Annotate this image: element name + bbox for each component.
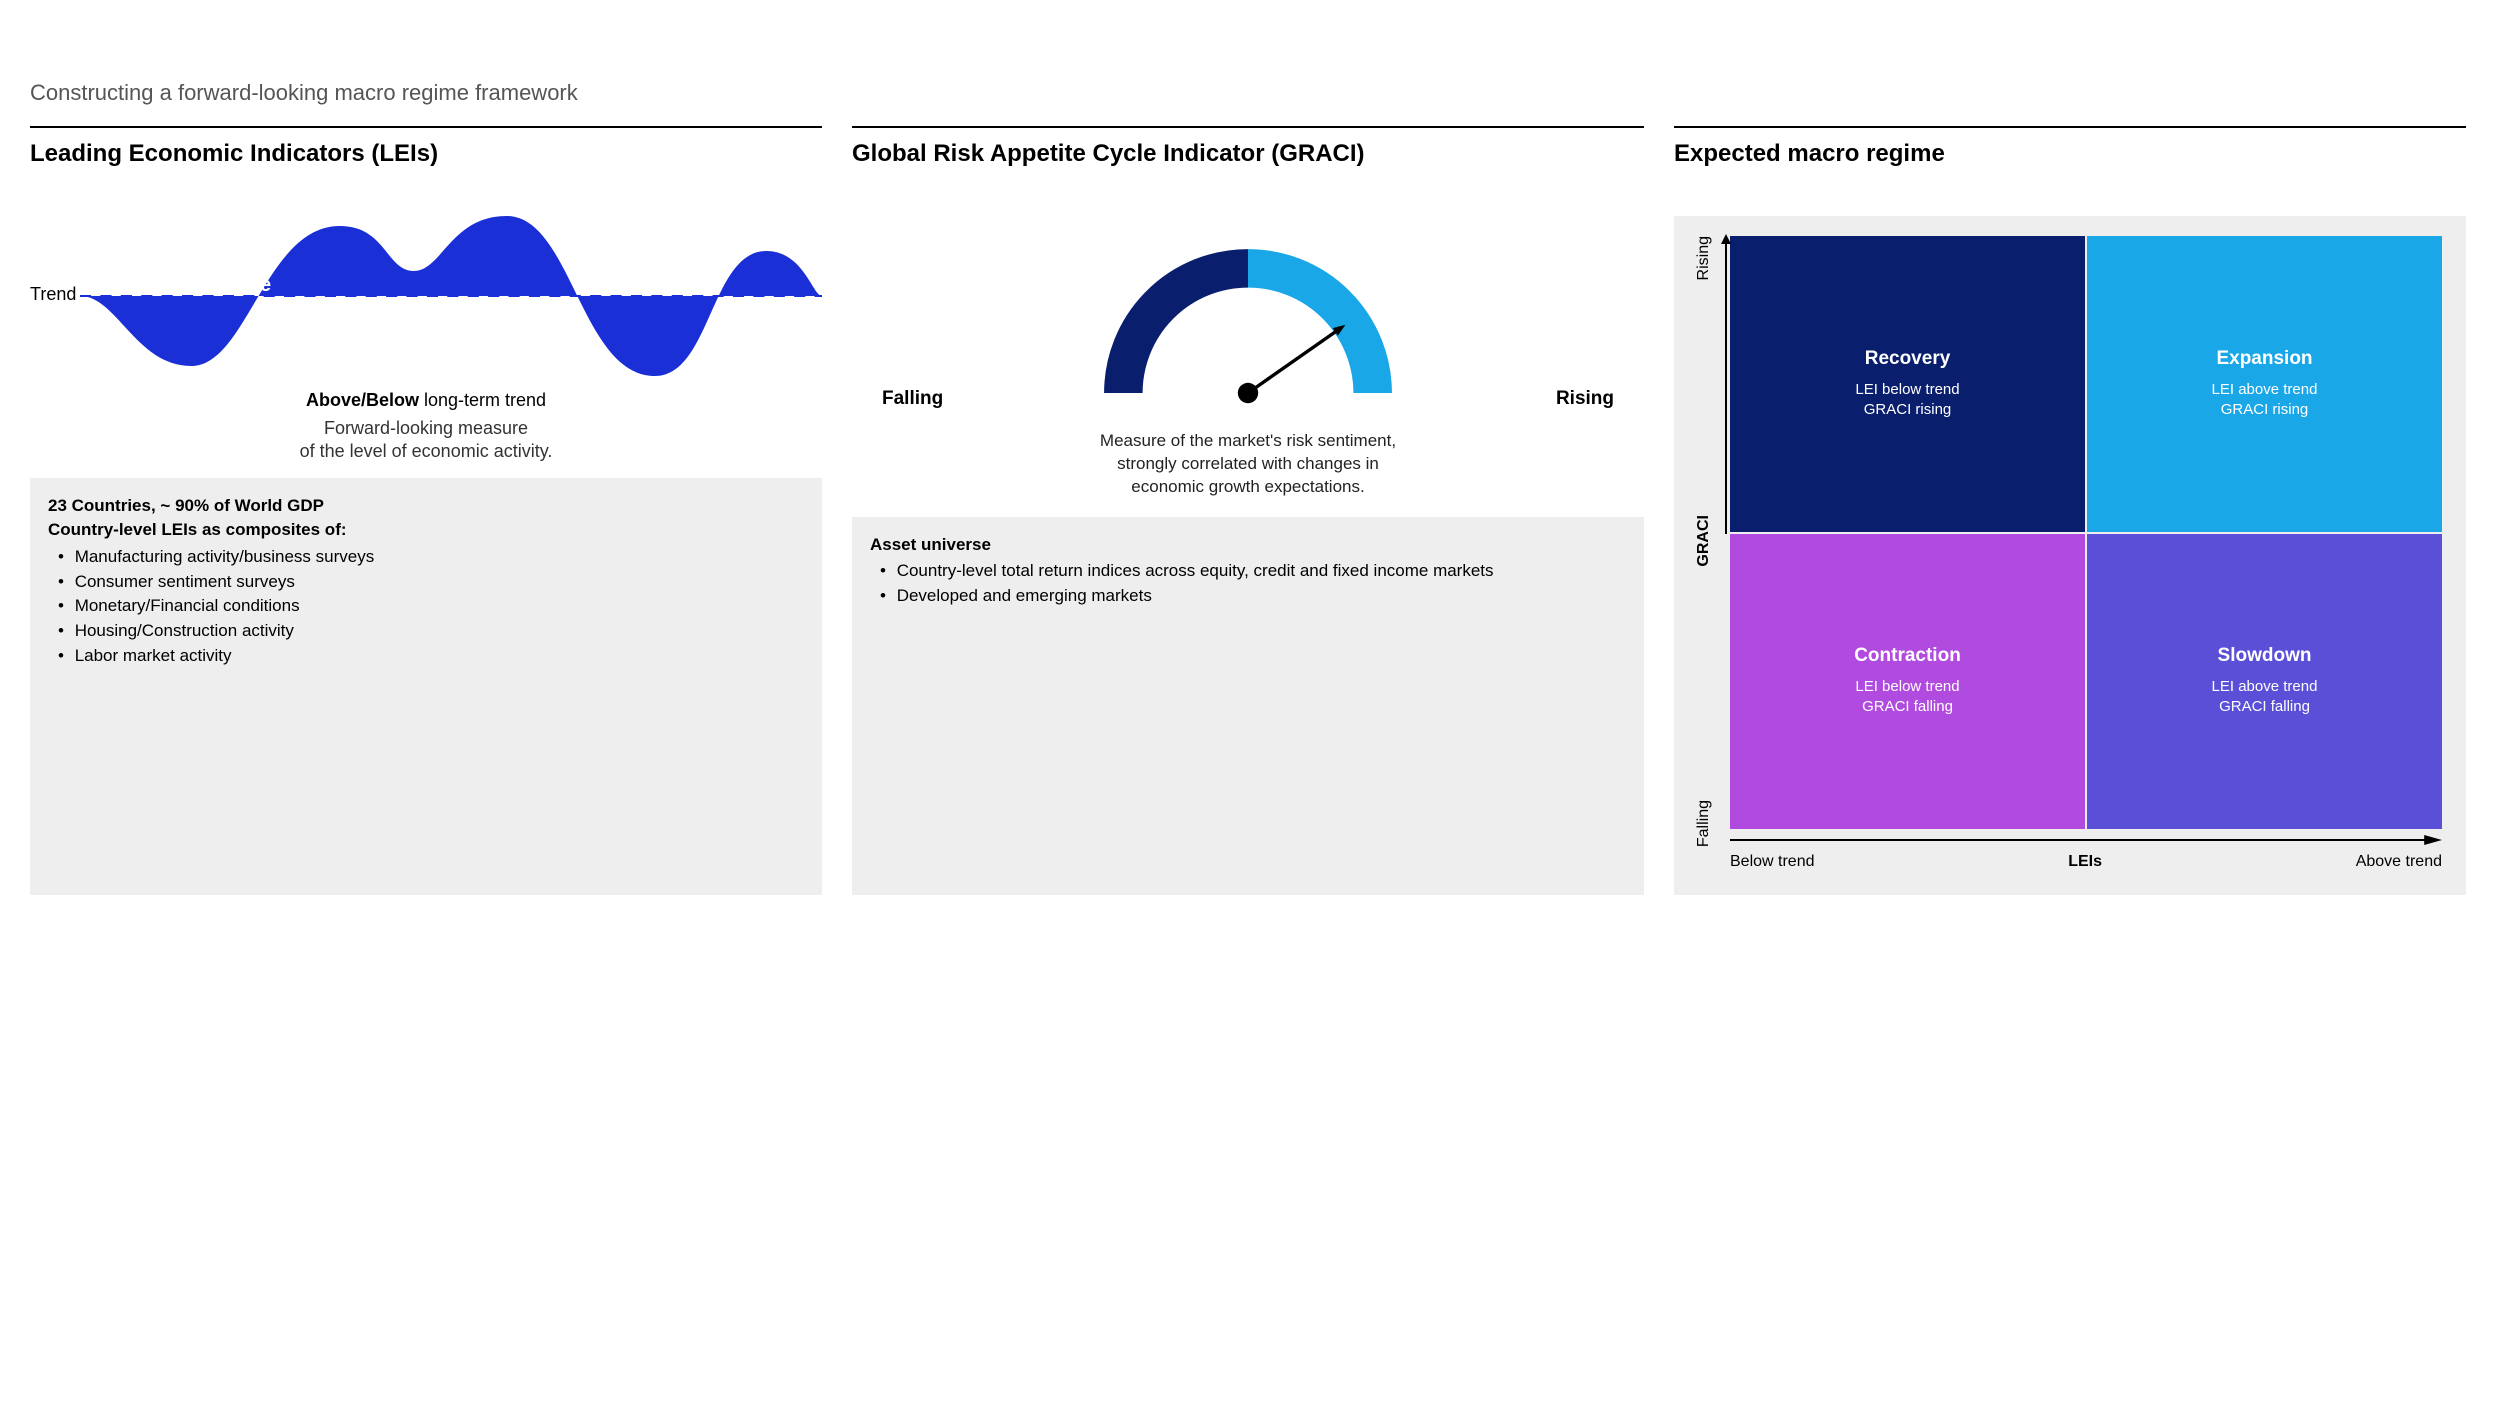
lei-bullet: Consumer sentiment surveys: [58, 570, 804, 595]
lei-bullet: Housing/Construction activity: [58, 619, 804, 644]
quad-line1: LEI below trend: [1855, 380, 1959, 400]
x-right-label: Above trend: [2356, 853, 2442, 871]
y-axis-arrow-icon: [1720, 234, 1732, 534]
quad-line2: GRACI rising: [2221, 400, 2309, 420]
quad-title: Expansion: [2216, 348, 2312, 370]
x-axis-labels: Below trend LEIs Above trend: [1730, 853, 2442, 871]
regime-title: Expected macro regime: [1674, 140, 2466, 200]
graci-title: Global Risk Appetite Cycle Indicator (GR…: [852, 140, 1644, 200]
lei-bullet: Monetary/Financial conditions: [58, 594, 804, 619]
lei-details-box: 23 Countries, ~ 90% of World GDP Country…: [30, 478, 822, 896]
quadrant-expansion: Expansion LEI above trend GRACI rising: [2087, 236, 2442, 532]
quadrant-contraction: Contraction LEI below trend GRACI fallin…: [1730, 534, 2085, 830]
quad-line1: LEI above trend: [2212, 677, 2318, 697]
graci-desc-l1: Measure of the market's risk sentiment,: [1100, 431, 1396, 450]
lei-sub-l1: Forward-looking measure: [324, 418, 528, 438]
gauge-left-label: Falling: [882, 388, 943, 410]
x-axis-arrow-icon: [1730, 834, 2442, 846]
regime-quadrant: Rising GRACI Falling Recovery LEI below …: [1674, 216, 2466, 895]
quadrant-slowdown: Slowdown LEI above trend GRACI falling: [2087, 534, 2442, 830]
graci-desc: Measure of the market's risk sentiment, …: [852, 430, 1644, 499]
graci-details-box: Asset universe Country-level total retur…: [852, 517, 1644, 896]
lei-sub-l2: of the level of economic activity.: [300, 441, 553, 461]
graci-gauge: Falling Rising: [852, 216, 1644, 416]
y-top-label: Rising: [1695, 236, 1713, 280]
graci-desc-l2: strongly correlated with changes in: [1117, 454, 1379, 473]
page-title: Constructing a forward-looking macro reg…: [30, 80, 2466, 106]
graci-bullet: Developed and emerging markets: [880, 584, 1626, 609]
wave-svg: [80, 216, 822, 386]
lei-caption-rest: long-term trend: [419, 390, 546, 410]
quad-line1: LEI below trend: [1855, 677, 1959, 697]
lei-wave-chart: Trend Above Below: [30, 216, 822, 386]
graci-bullet-list: Country-level total return indices acros…: [870, 559, 1626, 608]
y-bottom-label: Falling: [1695, 800, 1713, 847]
lei-caption-bold: Above/Below: [306, 390, 419, 410]
graci-box-head: Asset universe: [870, 535, 991, 554]
lei-caption: Above/Below long-term trend: [30, 390, 822, 411]
lei-title: Leading Economic Indicators (LEIs): [30, 140, 822, 200]
graci-column: Global Risk Appetite Cycle Indicator (GR…: [852, 126, 1644, 895]
lei-subtitle: Forward-looking measure of the level of …: [30, 417, 822, 464]
columns-container: Leading Economic Indicators (LEIs) Trend…: [30, 126, 2466, 895]
y-axis-labels: Rising GRACI Falling: [1684, 236, 1724, 847]
quadrant-recovery: Recovery LEI below trend GRACI rising: [1730, 236, 2085, 532]
quad-title: Contraction: [1854, 645, 1961, 667]
quad-title: Recovery: [1865, 348, 1951, 370]
quad-line2: GRACI rising: [1864, 400, 1952, 420]
graci-desc-l3: economic growth expectations.: [1131, 477, 1364, 496]
x-axis-arrow: [1730, 833, 2442, 845]
quad-line2: GRACI falling: [2219, 697, 2310, 717]
trend-label: Trend: [30, 284, 76, 305]
lei-bullet: Manufacturing activity/business surveys: [58, 545, 804, 570]
y-mid-label: GRACI: [1695, 515, 1713, 567]
wave-above-label: Above: [210, 274, 271, 297]
lei-box-head2: Country-level LEIs as composites of:: [48, 520, 347, 539]
lei-bullet: Labor market activity: [58, 644, 804, 669]
wave-below-label: Below: [285, 308, 344, 331]
lei-box-head1: 23 Countries, ~ 90% of World GDP: [48, 496, 324, 515]
quad-line2: GRACI falling: [1862, 697, 1953, 717]
graci-bullet: Country-level total return indices acros…: [880, 559, 1626, 584]
quadrant-grid: Recovery LEI below trend GRACI rising Ex…: [1730, 236, 2442, 829]
x-left-label: Below trend: [1730, 853, 1815, 871]
lei-bullet-list: Manufacturing activity/business surveys …: [48, 545, 804, 668]
gauge-right-label: Rising: [1556, 388, 1614, 410]
x-mid-label: LEIs: [2068, 853, 2102, 871]
gauge-labels: Falling Rising: [852, 388, 1644, 410]
quad-line1: LEI above trend: [2212, 380, 2318, 400]
regime-column: Expected macro regime Rising GRACI Falli…: [1674, 126, 2466, 895]
quad-title: Slowdown: [2218, 645, 2312, 667]
lei-column: Leading Economic Indicators (LEIs) Trend…: [30, 126, 822, 895]
